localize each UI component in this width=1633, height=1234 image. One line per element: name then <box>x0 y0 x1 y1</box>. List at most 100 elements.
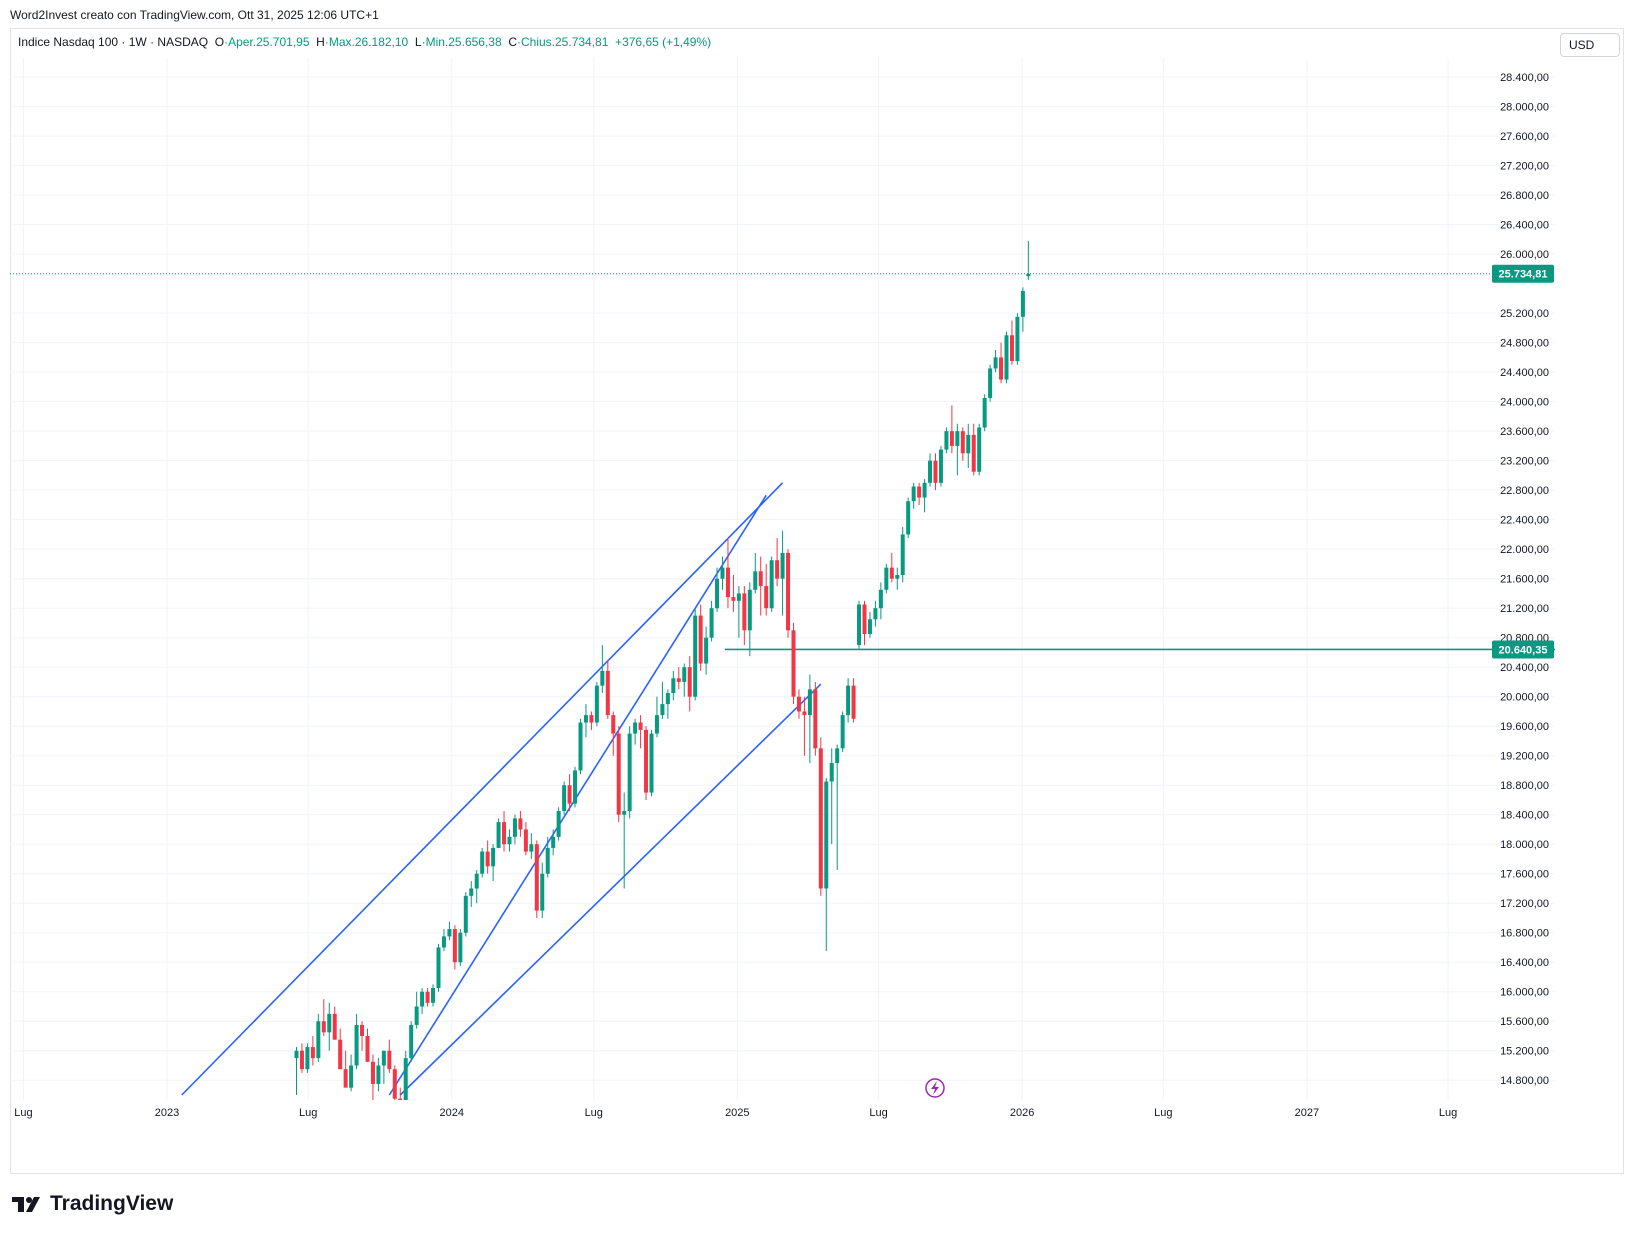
candle-body <box>955 431 960 446</box>
y-tick-label: 25.200,00 <box>1500 308 1549 320</box>
candle-body <box>676 678 681 682</box>
flash-icon[interactable] <box>925 1078 945 1098</box>
x-tick-label: 2024 <box>440 1107 464 1119</box>
candle-body <box>693 615 698 697</box>
y-tick-label: 22.000,00 <box>1500 544 1549 556</box>
y-tick-label: 18.800,00 <box>1500 780 1549 792</box>
y-tick-label: 17.600,00 <box>1500 869 1549 881</box>
chart-credit: Word2Invest creato con TradingView.com, … <box>10 8 379 22</box>
candle-body <box>523 829 528 852</box>
y-tick-label: 24.800,00 <box>1500 338 1549 350</box>
candle-body <box>474 873 479 889</box>
x-tick-label: Lug <box>14 1107 32 1119</box>
high-label: H <box>316 35 325 49</box>
y-tick-label: 26.800,00 <box>1500 190 1549 202</box>
trendline[interactable] <box>399 683 822 1096</box>
y-tick-label: 21.600,00 <box>1500 574 1549 586</box>
candle-body <box>436 947 441 989</box>
candle-body <box>851 685 856 719</box>
candle-body <box>518 818 523 830</box>
candle-body <box>409 1024 414 1059</box>
candle-body <box>938 449 943 483</box>
candle-body <box>627 733 632 812</box>
trendline[interactable] <box>388 494 767 1096</box>
candle-body <box>327 1013 332 1033</box>
candle-body <box>753 571 758 590</box>
candle-body <box>671 678 676 694</box>
candle-body <box>977 427 982 472</box>
candle-body <box>551 836 556 848</box>
candle-body <box>605 670 610 716</box>
open-value: ·Aper.25.701,95 <box>224 35 310 49</box>
candle-body <box>578 722 583 771</box>
candle-body <box>338 1039 343 1070</box>
candle-body <box>556 811 561 837</box>
y-tick-label: 20.000,00 <box>1500 692 1549 704</box>
candle-body <box>704 637 709 664</box>
candle-body <box>381 1050 386 1066</box>
y-tick-label: 26.000,00 <box>1500 249 1549 261</box>
candle-body <box>802 711 807 716</box>
tradingview-logo-text: TradingView <box>50 1192 174 1215</box>
candle-body <box>370 1061 375 1084</box>
candle-body <box>731 597 736 601</box>
candle-body <box>534 844 539 911</box>
candle-body <box>944 431 949 450</box>
candle-body <box>660 704 665 716</box>
y-tick-label: 27.600,00 <box>1500 131 1549 143</box>
tradingview-logo[interactable]: TradingView <box>12 1192 173 1216</box>
x-tick-label: 2026 <box>1010 1107 1034 1119</box>
price-tag-bg <box>1492 264 1554 283</box>
candle-body <box>1004 335 1009 380</box>
candle-body <box>715 578 720 609</box>
candle-body <box>414 1006 419 1025</box>
x-tick-label: Lug <box>299 1107 317 1119</box>
candle-body <box>545 847 550 874</box>
x-tick-label: Lug <box>1154 1107 1172 1119</box>
candlesticks <box>294 240 1031 1100</box>
candle-body <box>480 851 485 874</box>
currency-button[interactable]: USD <box>1560 33 1620 57</box>
candle-body <box>971 434 976 472</box>
candle-body <box>736 593 741 601</box>
candle-body <box>567 785 572 804</box>
candle-body <box>960 431 965 454</box>
candle-body <box>818 748 823 889</box>
candle-body <box>862 604 867 635</box>
candle-body <box>791 630 796 697</box>
candle-body <box>441 936 446 948</box>
candle-body <box>507 836 512 845</box>
candle-body <box>305 1047 310 1070</box>
candle-body <box>299 1050 304 1070</box>
candle-body <box>889 567 894 579</box>
trendline[interactable] <box>181 482 784 1096</box>
candle-body <box>600 670 605 686</box>
close-value: ·Chius.25.734,81 <box>517 35 609 49</box>
y-tick-label: 16.800,00 <box>1500 928 1549 940</box>
horizontal-level <box>10 273 1555 651</box>
y-tick-label: 27.200,00 <box>1500 161 1549 173</box>
candle-body <box>469 888 474 896</box>
candle-body <box>873 608 878 620</box>
candle-body <box>463 895 468 933</box>
candle-body <box>725 567 730 598</box>
candle-body <box>491 847 496 867</box>
candle-body <box>611 715 616 734</box>
x-tick-label: Lug <box>869 1107 887 1119</box>
x-tick-label: 2023 <box>155 1107 179 1119</box>
candle-body <box>360 1024 365 1036</box>
y-tick-label: 26.400,00 <box>1500 220 1549 232</box>
candle-body <box>332 1013 337 1040</box>
x-axis: Lug 2023 Lug 2024 Lug 2025 Lug 2026 Lug 2027 Lug <box>14 1107 1457 1119</box>
close-label: C <box>508 35 517 49</box>
candle-body <box>649 733 654 793</box>
candle-body <box>496 822 501 848</box>
candle-body <box>966 434 971 454</box>
candle-body <box>343 1069 348 1088</box>
candle-body <box>502 822 507 845</box>
y-tick-label: 23.600,00 <box>1500 426 1549 438</box>
candle-body <box>583 715 588 723</box>
y-tick-label: 22.800,00 <box>1500 485 1549 497</box>
candle-body <box>807 689 812 716</box>
